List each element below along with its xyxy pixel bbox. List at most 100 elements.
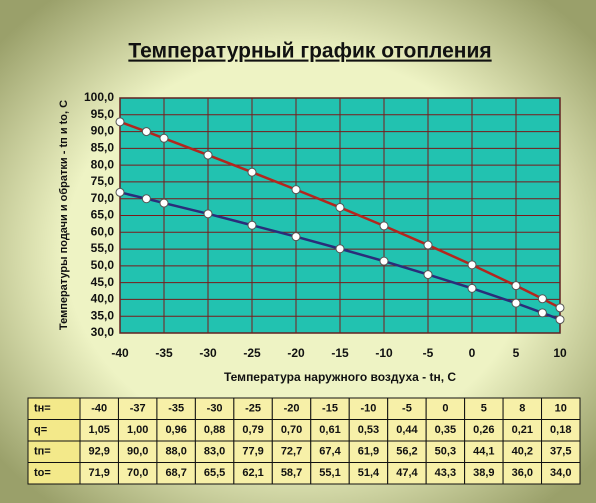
point (203, 209, 213, 219)
point (555, 315, 565, 325)
table-value: 72,7 (281, 446, 302, 458)
table-value: 90,0 (127, 446, 148, 458)
table-value: 1,00 (127, 424, 148, 436)
table-value: 0,79 (242, 424, 263, 436)
x-tick-label: 10 (553, 346, 567, 360)
y-tick-label: 65,0 (91, 208, 115, 222)
table-value: 0,70 (281, 424, 302, 436)
point (335, 202, 345, 212)
point (141, 127, 151, 137)
point (537, 308, 547, 318)
table-value: 0 (442, 403, 448, 415)
point (247, 220, 257, 230)
y-tick-label: 40,0 (91, 292, 115, 306)
table-value: 67,4 (319, 446, 341, 458)
point (467, 283, 477, 293)
table-value: 0,21 (512, 424, 533, 436)
table-value: -30 (207, 403, 223, 415)
point (423, 270, 433, 280)
table-value: 1,05 (89, 424, 110, 436)
point (203, 150, 213, 160)
x-tick-label: -20 (287, 346, 305, 360)
table-value: 8 (519, 403, 525, 415)
table-value: 0,61 (319, 424, 340, 436)
table-value: 0,88 (204, 424, 225, 436)
point (115, 187, 125, 197)
table-value: 55,1 (319, 467, 340, 479)
y-tick-label: 90,0 (91, 124, 115, 138)
table-value: 5 (481, 403, 487, 415)
table-value: 50,3 (435, 446, 456, 458)
table-value: 34,0 (550, 467, 571, 479)
table-value: 62,1 (242, 467, 263, 479)
row-label: q= (34, 424, 47, 436)
point (379, 221, 389, 231)
point (159, 133, 169, 143)
point (379, 256, 389, 266)
x-tick-label: 5 (513, 346, 520, 360)
table-value: 38,9 (473, 467, 494, 479)
y-tick-label: 70,0 (91, 191, 115, 205)
point (467, 260, 477, 270)
y-tick-label: 85,0 (91, 141, 115, 155)
table-cell (541, 462, 581, 485)
point (511, 298, 521, 308)
table-value: 71,9 (89, 467, 110, 479)
table-value: 0,53 (358, 424, 379, 436)
point (291, 185, 301, 195)
point (141, 194, 151, 204)
x-tick-label: -30 (199, 346, 217, 360)
table-value: 70,0 (127, 467, 148, 479)
x-axis-label: Температура наружного воздуха - tн, С (224, 370, 456, 384)
table-value: -15 (322, 403, 338, 415)
y-tick-label: 60,0 (91, 224, 115, 238)
table-value: 58,7 (281, 467, 302, 479)
point (247, 167, 257, 177)
point (511, 281, 521, 291)
x-tick-label: -25 (243, 346, 261, 360)
table-value: 47,4 (396, 467, 418, 479)
point (537, 294, 547, 304)
row-label: tо= (34, 467, 51, 479)
table-value: 44,1 (473, 446, 494, 458)
y-tick-label: 30,0 (91, 325, 115, 339)
point (159, 198, 169, 208)
table-value: 0,18 (550, 424, 571, 436)
point (291, 232, 301, 242)
table-value: 51,4 (358, 467, 380, 479)
table-value: 36,0 (512, 467, 533, 479)
table-value: -35 (168, 403, 184, 415)
y-tick-label: 100,0 (84, 90, 114, 104)
y-tick-label: 50,0 (91, 258, 115, 272)
point (115, 117, 125, 127)
point (423, 240, 433, 250)
y-tick-label: 95,0 (91, 107, 115, 121)
x-tick-label: -10 (375, 346, 393, 360)
table-value: 61,9 (358, 446, 379, 458)
row-label: tн= (34, 403, 51, 415)
y-tick-label: 75,0 (91, 174, 115, 188)
x-tick-label: -5 (423, 346, 434, 360)
table-value: 77,9 (242, 446, 263, 458)
y-tick-label: 55,0 (91, 241, 115, 255)
point (555, 303, 565, 313)
table-value: 43,3 (435, 467, 456, 479)
table-value: -10 (361, 403, 377, 415)
table-value: -40 (91, 403, 107, 415)
y-tick-label: 45,0 (91, 275, 115, 289)
point (335, 244, 345, 254)
table-value: -25 (245, 403, 261, 415)
table-value: 0,96 (165, 424, 186, 436)
table-value: 37,5 (550, 446, 571, 458)
x-tick-label: -15 (331, 346, 349, 360)
table-value: 56,2 (396, 446, 417, 458)
table-value: 40,2 (512, 446, 533, 458)
table-value: 0,26 (473, 424, 494, 436)
table-value: -5 (402, 403, 412, 415)
table-value: 88,0 (165, 446, 186, 458)
table-value: 0,44 (396, 424, 418, 436)
y-axis-label: Температуры подачи и обратки - tп и to, … (58, 100, 70, 330)
table-value: 65,5 (204, 467, 225, 479)
